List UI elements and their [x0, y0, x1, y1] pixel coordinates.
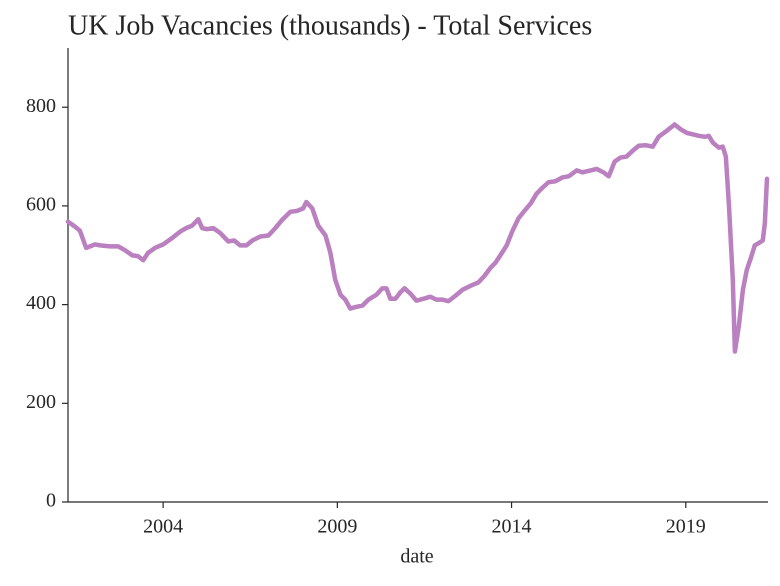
y-tick-label: 800: [26, 95, 56, 117]
y-tick-label: 400: [26, 292, 56, 314]
x-axis-label: date: [400, 546, 433, 568]
x-tick-label: 2004: [143, 516, 183, 538]
chart-title: UK Job Vacancies (thousands) - Total Ser…: [68, 10, 592, 41]
x-tick-label: 2019: [666, 516, 706, 538]
x-tick-label: 2009: [317, 516, 357, 538]
y-tick-label: 200: [26, 391, 56, 413]
x-tick-label: 2014: [492, 516, 532, 538]
y-tick-label: 600: [26, 194, 56, 216]
y-tick-label: 0: [46, 490, 56, 512]
line-series: [65, 122, 770, 354]
